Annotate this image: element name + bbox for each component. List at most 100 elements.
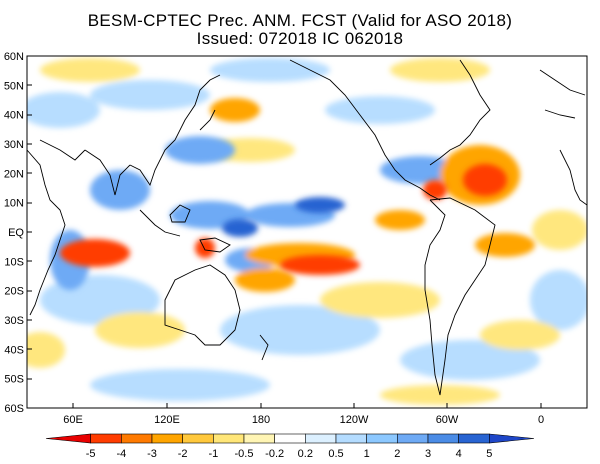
dry-anomaly-patch [320,282,440,318]
colorbar-label: -0.2 [265,448,284,460]
wet-anomaly-patch [380,156,460,184]
colorbar-label: -2 [178,448,188,460]
coast-indonesia [139,204,191,237]
dry-anomaly-patch [475,233,535,257]
colorbar-segment [274,433,306,444]
colorbar-segment [121,433,153,444]
colorbar-segment [243,433,275,444]
wet-anomaly-patch [90,170,150,210]
dry-anomaly-patch [195,238,215,258]
lon-axis: 60E 120E 180 120W 60W 0 [63,414,544,426]
wet-anomaly-patch [210,58,330,82]
wet-anomaly-patch [530,270,587,330]
coast-new-guinea [199,237,231,253]
coast-europe [539,69,586,119]
colorbar-segment [305,433,337,444]
colorbar-label: -4 [116,448,126,460]
colorbar-segment [213,433,245,444]
plot-frame [26,55,588,409]
dry-anomaly-patch [60,239,130,267]
colorbar-segment [427,433,459,444]
lat-label: 60S [4,403,24,415]
wet-anomaly-patch [165,136,235,164]
colorbar-label: -0.5 [235,448,254,460]
wet-anomaly-patch [220,305,380,355]
dry-anomaly-patch [235,268,295,292]
colorbar-label: 0.5 [328,448,343,460]
dry-anomaly-patch [532,210,587,250]
coast-japan [199,109,216,131]
colorbar-label: -3 [147,448,157,460]
lon-label: 120E [154,414,180,426]
dry-anomaly-patch [463,164,507,196]
coast-new-zealand [259,334,269,361]
wet-anomaly-patch [90,369,270,401]
lat-label: 50S [4,374,24,386]
colorbar-label: 0.2 [298,448,313,460]
lat-label: 40S [4,344,24,356]
lat-axis: 60N 50N 40N 30N 20N 10N EQ 10S 20S 30S 40S 50S 60S [4,51,25,415]
colorbar-segment [182,433,214,444]
dry-anomaly-patch [40,58,140,82]
plot-area [27,56,587,408]
dry-anomaly-patch [375,210,425,230]
coast-africa [27,149,66,316]
lon-label: 0 [538,414,544,426]
dry-anomaly-patch [210,98,260,122]
anomaly-field-strong [60,164,507,275]
lat-label: 40N [4,110,24,122]
colorbar-label: 4 [456,448,462,460]
colorbar-segment [366,433,398,444]
colorbar-segment [45,433,91,444]
lat-label: 10S [4,256,24,268]
dry-anomaly-patch [95,312,185,348]
map-subtitle: Issued: 072018 IC 062018 [196,29,404,48]
lon-label: 180 [252,414,270,426]
lat-label: EQ [8,227,24,239]
colorbar-label: 2 [394,448,400,460]
dry-anomaly-patch [390,58,490,82]
tick-marks [27,56,542,408]
colorbar-segment [90,433,122,444]
colorbar-segment [335,433,367,444]
coast-north-america-east [429,59,491,166]
coast-north-america [289,59,441,201]
dry-anomaly-patch [27,332,65,368]
wet-anomaly-patch [222,219,258,237]
lat-label: 30N [4,139,24,151]
dry-anomaly-patch [480,320,560,350]
dry-anomaly-patch [280,255,360,275]
colorbar-label: -1 [208,448,218,460]
colorbar-label: -5 [86,448,96,460]
coast-arabia [39,139,86,161]
colorbar-segment [397,433,429,444]
colorbar: -5 -4 -3 -2 -1 -0.5 -0.2 0.2 0.5 1 2 3 4 5 [45,433,535,460]
colorbar-segment [151,433,183,444]
coast-australia [164,264,241,346]
lat-label: 20N [4,168,24,180]
lat-label: 20S [4,286,24,298]
lat-label: 10N [4,198,24,210]
lon-label: 120W [340,414,369,426]
coastlines [27,59,587,396]
lat-label: 30S [4,315,24,327]
dry-anomaly-patch [423,180,447,200]
wet-anomaly-patch [90,80,210,110]
coast-india [84,149,131,196]
colorbar-segment [489,433,535,444]
map-title: BESM-CPTEC Prec. ANM. FCST (Valid for AS… [87,11,513,30]
lat-label: 50N [4,80,24,92]
wet-anomaly-patch [27,92,100,128]
colorbar-label: 5 [486,448,492,460]
lat-label: 60N [4,51,24,63]
coast-south-america [424,197,496,396]
colorbar-label: 3 [425,448,431,460]
lon-label: 60W [436,414,459,426]
colorbar-label: 1 [364,448,370,460]
wet-anomaly-patch [325,96,435,124]
wet-anomaly-patch [295,197,345,213]
colorbar-segment [458,433,490,444]
coast-west-africa [559,149,587,206]
wet-anomaly-patch [400,340,540,380]
